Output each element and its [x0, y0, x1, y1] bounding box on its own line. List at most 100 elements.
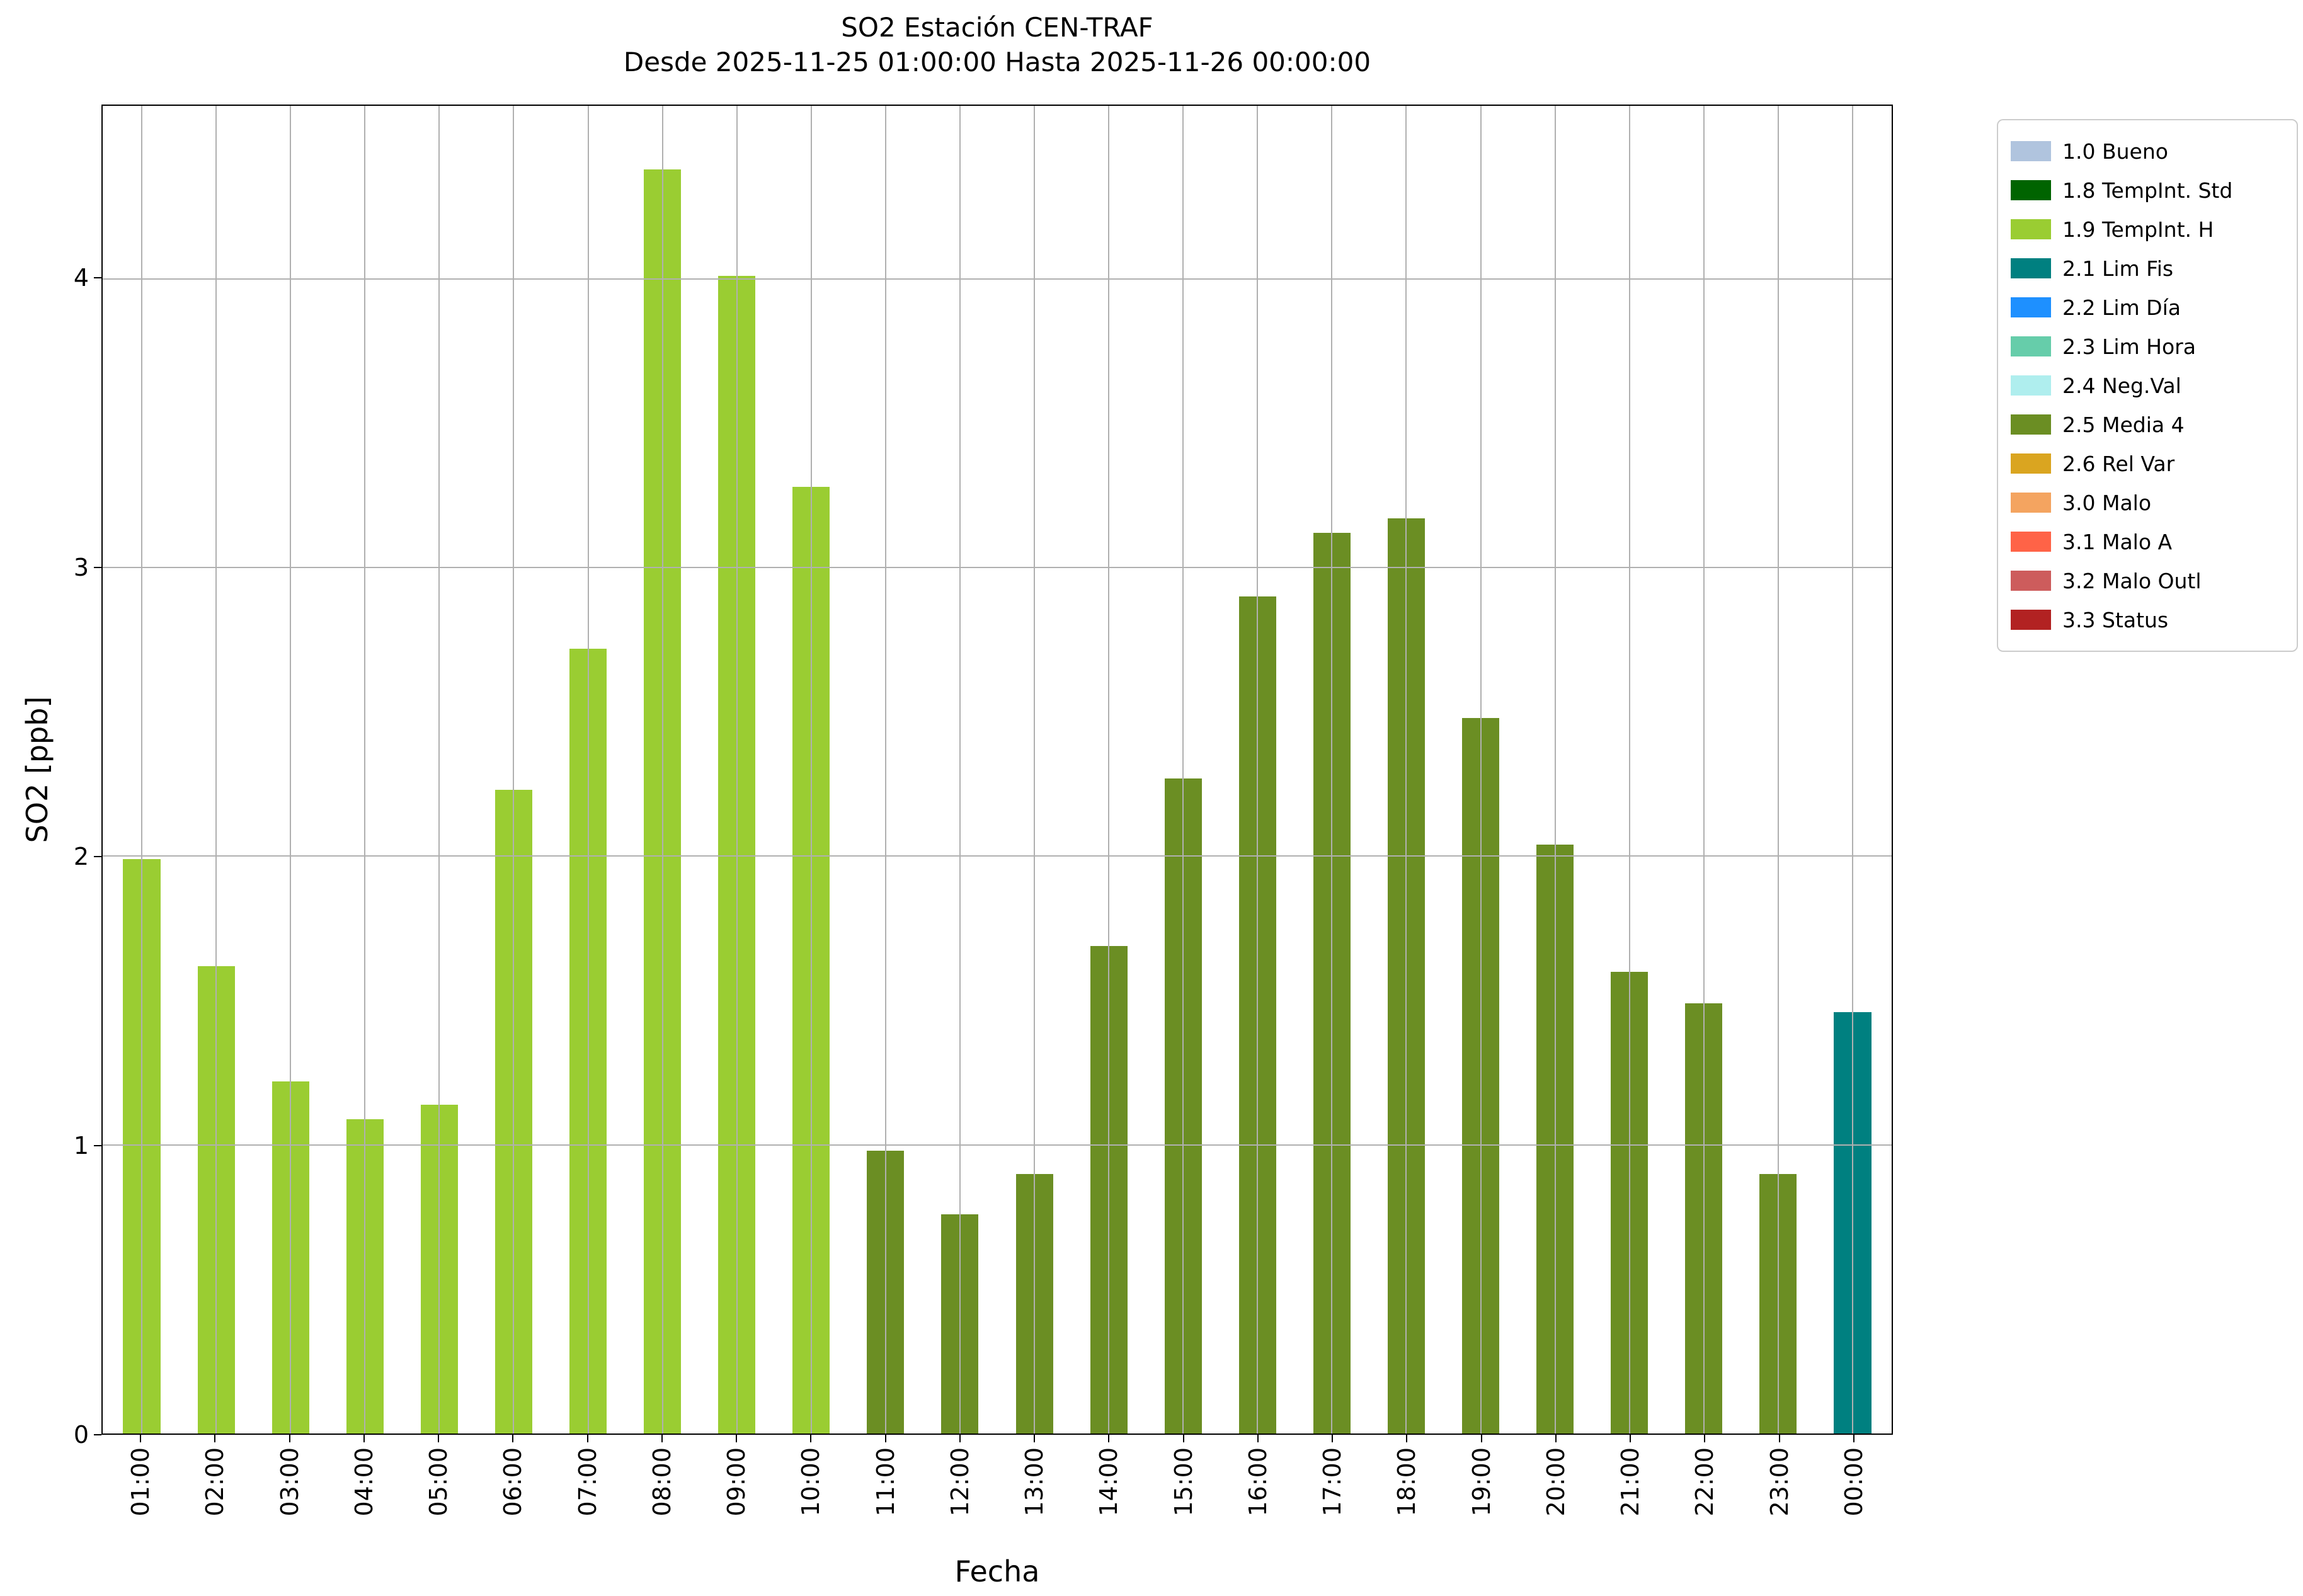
legend-label: 2.4 Neg.Val — [2062, 373, 2181, 398]
chart-title: SO2 Estación CEN-TRAF — [841, 12, 1153, 43]
chart-subtitle: Desde 2025-11-25 01:00:00 Hasta 2025-11-… — [623, 47, 1371, 78]
y-tick-mark — [94, 1434, 101, 1435]
x-tick-mark — [363, 1435, 365, 1442]
bar-03:00 — [271, 1081, 309, 1434]
y-tick-label: 3 — [73, 553, 89, 581]
legend-item: 3.2 Malo Outl — [2011, 561, 2284, 600]
legend-item: 2.1 Lim Fis — [2011, 249, 2284, 288]
x-tick-label: 03:00 — [275, 1447, 304, 1517]
legend-swatch — [2011, 414, 2051, 435]
bar-01:00 — [123, 859, 161, 1434]
legend-label: 2.3 Lim Hora — [2062, 334, 2196, 359]
bar-08:00 — [644, 169, 682, 1434]
x-tick-label: 00:00 — [1839, 1447, 1868, 1517]
x-tick-label: 10:00 — [797, 1447, 825, 1517]
x-tick-label: 23:00 — [1765, 1447, 1793, 1517]
bar-12:00 — [941, 1214, 979, 1434]
legend-label: 1.8 TempInt. Std — [2062, 178, 2233, 203]
x-tick-mark — [512, 1435, 514, 1442]
bar-10:00 — [792, 486, 830, 1434]
plot-area — [101, 105, 1893, 1435]
x-tick-label: 19:00 — [1467, 1447, 1495, 1517]
x-tick-label: 12:00 — [946, 1447, 974, 1517]
y-tick-label: 0 — [73, 1421, 89, 1449]
legend-label: 3.0 Malo — [2062, 490, 2152, 515]
legend-item: 1.9 TempInt. H — [2011, 210, 2284, 249]
x-tick-mark — [1480, 1435, 1482, 1442]
x-tick-mark — [1034, 1435, 1036, 1442]
x-tick-mark — [1778, 1435, 1780, 1442]
x-tick-mark — [736, 1435, 738, 1442]
legend-item: 1.0 Bueno — [2011, 132, 2284, 171]
legend-label: 1.9 TempInt. H — [2062, 217, 2214, 242]
x-tick-label: 13:00 — [1020, 1447, 1049, 1517]
x-tick-label: 09:00 — [723, 1447, 751, 1517]
legend-swatch — [2011, 141, 2051, 161]
bar-17:00 — [1313, 533, 1351, 1434]
legend-swatch — [2011, 532, 2051, 552]
legend-item: 2.3 Lim Hora — [2011, 327, 2284, 366]
legend-label: 2.1 Lim Fis — [2062, 256, 2174, 281]
x-tick-mark — [214, 1435, 216, 1442]
x-tick-label: 02:00 — [201, 1447, 229, 1517]
legend-label: 3.1 Malo A — [2062, 529, 2173, 554]
legend-swatch — [2011, 297, 2051, 317]
x-tick-mark — [1257, 1435, 1259, 1442]
bar-15:00 — [1164, 778, 1202, 1434]
x-tick-mark — [884, 1435, 886, 1442]
legend-swatch — [2011, 219, 2051, 239]
x-tick-label: 04:00 — [350, 1447, 378, 1517]
bar-13:00 — [1015, 1173, 1053, 1434]
legend-label: 2.5 Media 4 — [2062, 412, 2185, 437]
legend-label: 2.6 Rel Var — [2062, 451, 2175, 476]
x-tick-label: 17:00 — [1318, 1447, 1347, 1517]
y-tick-mark — [94, 855, 101, 857]
x-tick-label: 20:00 — [1541, 1447, 1570, 1517]
legend: 1.0 Bueno 1.8 TempInt. Std 1.9 TempInt. H 2… — [1997, 119, 2298, 652]
x-tick-mark — [1332, 1435, 1334, 1442]
y-tick-mark — [94, 1144, 101, 1146]
legend-item: 2.6 Rel Var — [2011, 444, 2284, 483]
legend-item: 3.1 Malo A — [2011, 522, 2284, 561]
x-tick-label: 01:00 — [127, 1447, 155, 1517]
x-tick-mark — [1406, 1435, 1408, 1442]
legend-swatch — [2011, 453, 2051, 474]
bars-layer — [103, 106, 1892, 1434]
legend-swatch — [2011, 336, 2051, 356]
legend-swatch — [2011, 610, 2051, 630]
bar-09:00 — [718, 276, 756, 1434]
y-tick-mark — [94, 277, 101, 279]
x-tick-mark — [1630, 1435, 1632, 1442]
x-tick-label: 22:00 — [1691, 1447, 1719, 1517]
legend-swatch — [2011, 258, 2051, 278]
legend-item: 1.8 TempInt. Std — [2011, 171, 2284, 210]
x-tick-label: 15:00 — [1169, 1447, 1197, 1517]
chart-title-block: SO2 Estación CEN-TRAF Desde 2025-11-25 0… — [101, 10, 1893, 80]
bar-18:00 — [1387, 518, 1425, 1434]
legend-swatch — [2011, 180, 2051, 200]
x-tick-mark — [1555, 1435, 1557, 1442]
x-tick-label: 11:00 — [871, 1447, 900, 1517]
x-tick-label: 06:00 — [499, 1447, 527, 1517]
x-tick-mark — [1108, 1435, 1110, 1442]
x-tick-label: 05:00 — [425, 1447, 453, 1517]
legend-label: 2.2 Lim Día — [2062, 295, 2181, 320]
x-tick-mark — [1704, 1435, 1706, 1442]
x-tick-mark — [438, 1435, 440, 1442]
y-tick-label: 1 — [73, 1131, 89, 1160]
legend-item: 3.0 Malo — [2011, 483, 2284, 522]
bar-20:00 — [1536, 845, 1574, 1434]
bar-11:00 — [867, 1150, 905, 1434]
legend-item: 2.4 Neg.Val — [2011, 366, 2284, 405]
bar-16:00 — [1238, 596, 1276, 1434]
bar-21:00 — [1611, 971, 1649, 1434]
y-tick-mark — [94, 566, 101, 568]
legend-item: 3.3 Status — [2011, 600, 2284, 639]
bar-19:00 — [1462, 717, 1500, 1434]
y-tick-label: 2 — [73, 842, 89, 870]
bar-22:00 — [1685, 1003, 1723, 1434]
y-axis-label: SO2 [ppb] — [20, 696, 54, 843]
x-tick-label: 21:00 — [1616, 1447, 1645, 1517]
x-tick-label: 14:00 — [1095, 1447, 1123, 1517]
